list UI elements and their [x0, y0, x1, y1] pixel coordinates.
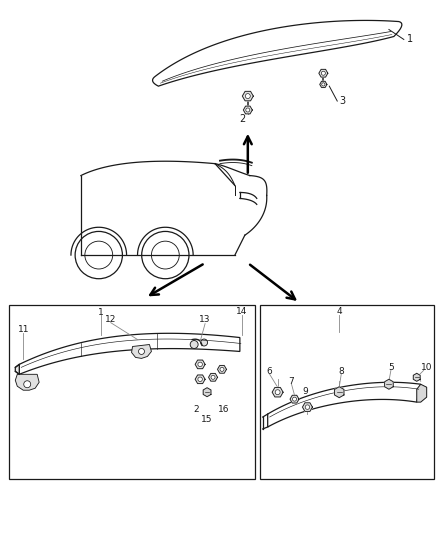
Polygon shape: [208, 374, 218, 381]
Text: 11: 11: [18, 325, 29, 334]
Text: 13: 13: [199, 315, 211, 324]
Text: 2: 2: [240, 114, 246, 124]
Circle shape: [85, 241, 113, 269]
Text: 12: 12: [105, 315, 117, 324]
Text: 16: 16: [218, 405, 230, 414]
Polygon shape: [413, 373, 420, 381]
Circle shape: [321, 71, 325, 75]
Circle shape: [245, 94, 250, 99]
Text: 8: 8: [338, 367, 344, 376]
Polygon shape: [19, 333, 240, 374]
Text: 9: 9: [303, 387, 308, 395]
Circle shape: [211, 375, 215, 379]
Polygon shape: [195, 375, 205, 384]
Circle shape: [152, 241, 179, 269]
Polygon shape: [417, 384, 427, 402]
Text: 10: 10: [421, 363, 432, 372]
Polygon shape: [272, 387, 283, 397]
Text: 1: 1: [407, 35, 413, 44]
Polygon shape: [218, 366, 226, 373]
Polygon shape: [15, 365, 19, 374]
Circle shape: [246, 108, 250, 112]
Text: 5: 5: [388, 363, 394, 372]
Polygon shape: [268, 382, 421, 427]
Polygon shape: [335, 387, 344, 398]
Text: 14: 14: [236, 307, 247, 316]
Text: 2: 2: [193, 405, 199, 414]
Circle shape: [198, 377, 202, 382]
Polygon shape: [319, 69, 328, 77]
Text: 3: 3: [339, 96, 345, 106]
Circle shape: [275, 390, 280, 394]
Bar: [260, 305, 434, 479]
Circle shape: [190, 341, 198, 349]
Text: 1: 1: [98, 308, 104, 317]
Text: 7: 7: [289, 377, 294, 386]
Circle shape: [138, 349, 145, 354]
Polygon shape: [15, 374, 39, 390]
Circle shape: [198, 362, 202, 367]
Text: 4: 4: [336, 307, 342, 316]
Circle shape: [322, 83, 325, 86]
Text: 6: 6: [267, 367, 272, 376]
Polygon shape: [152, 20, 402, 86]
Polygon shape: [242, 91, 253, 101]
Bar: [9, 305, 255, 479]
Polygon shape: [195, 360, 205, 369]
Polygon shape: [244, 106, 252, 114]
Polygon shape: [131, 344, 152, 358]
Polygon shape: [303, 403, 312, 411]
Text: 15: 15: [201, 415, 213, 424]
Circle shape: [142, 231, 189, 279]
Circle shape: [24, 381, 31, 387]
Polygon shape: [203, 387, 211, 397]
Polygon shape: [290, 395, 299, 403]
Polygon shape: [320, 82, 327, 87]
Circle shape: [293, 397, 297, 401]
Circle shape: [201, 339, 208, 346]
Circle shape: [75, 231, 122, 279]
Circle shape: [220, 367, 224, 372]
Circle shape: [305, 405, 310, 409]
Polygon shape: [385, 379, 393, 389]
